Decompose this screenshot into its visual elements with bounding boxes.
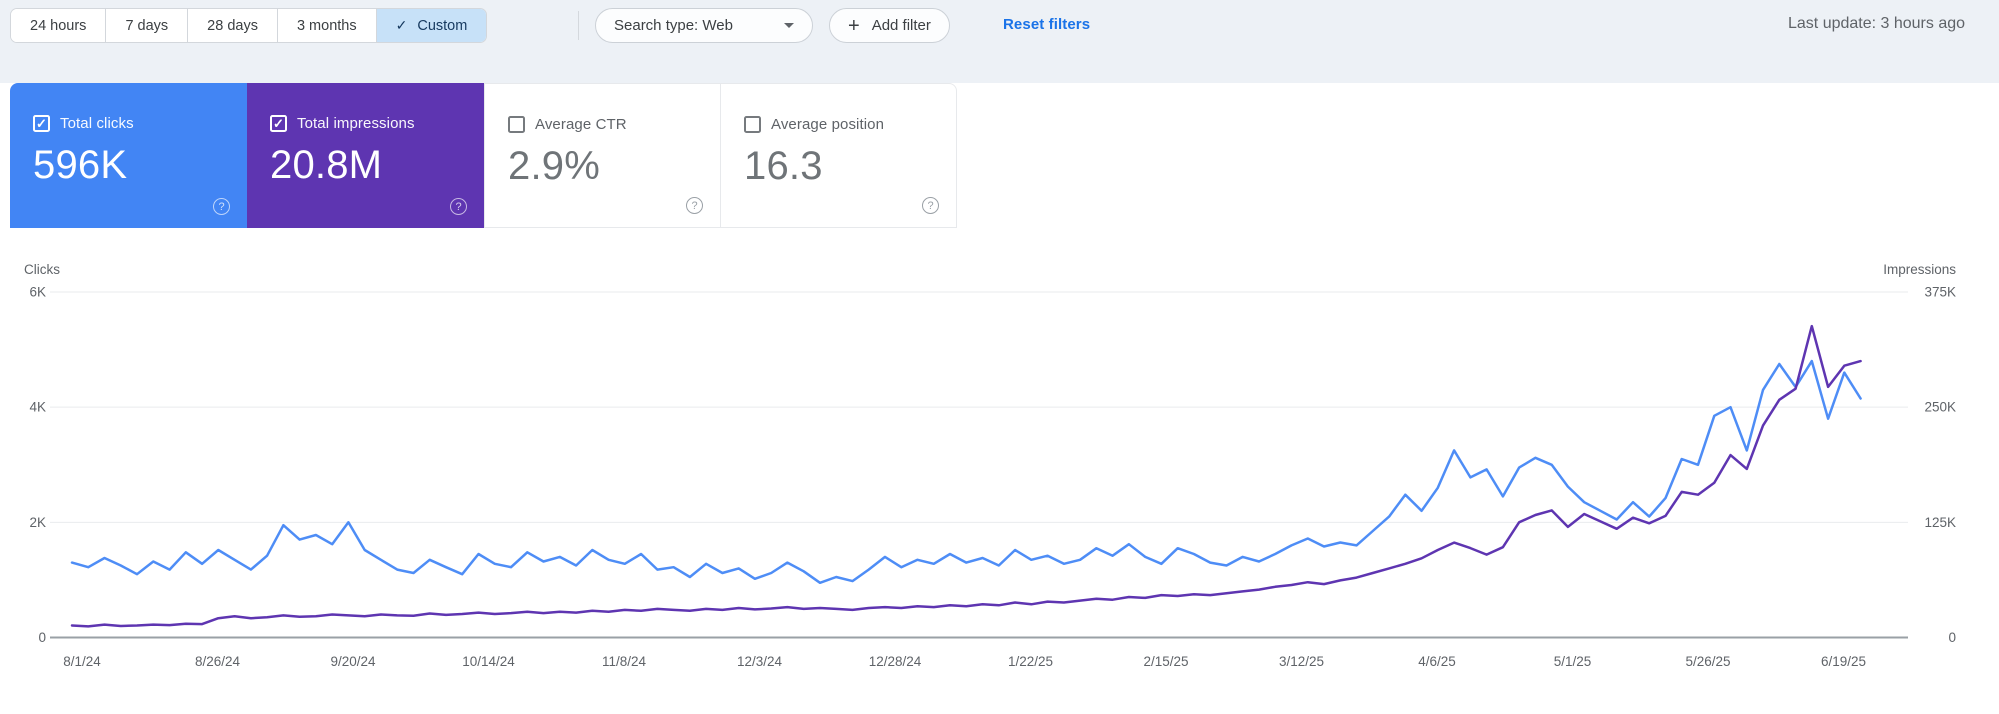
x-axis-tick-label: 1/22/25 bbox=[1008, 654, 1053, 669]
card-header: Total clicks bbox=[33, 115, 134, 132]
total-clicks-line bbox=[70, 359, 1862, 585]
search-type-label: Search type: Web bbox=[614, 17, 733, 34]
date-range-label: 7 days bbox=[125, 17, 169, 34]
total-clicks-checkbox[interactable] bbox=[33, 115, 50, 132]
card-header: Average position bbox=[744, 116, 884, 133]
date-range-selector: 24 hours 7 days 28 days 3 months ✓ Custo… bbox=[10, 8, 488, 43]
date-range-label: 24 hours bbox=[30, 17, 87, 34]
date-range-custom[interactable]: ✓ Custom bbox=[376, 9, 487, 42]
card-header: Total impressions bbox=[270, 115, 415, 132]
total-clicks-card[interactable]: Total clicks 596K bbox=[10, 83, 247, 228]
add-filter-label: Add filter bbox=[871, 17, 931, 34]
reset-filters-link[interactable]: Reset filters bbox=[1003, 16, 1091, 33]
left-axis-tick-label: 0 bbox=[38, 630, 46, 645]
total-clicks-value: 596K bbox=[33, 143, 128, 187]
x-axis-tick-label: 8/1/24 bbox=[63, 654, 101, 669]
date-range-label: Custom bbox=[417, 17, 468, 34]
date-range-label: 28 days bbox=[207, 17, 258, 34]
performance-chart: Clicks Impressions 6K 375K 4K 250K 2K 125K 0 0 8/1… bbox=[0, 230, 1999, 714]
total-impressions-card[interactable]: Total impressions 20.8M bbox=[247, 83, 484, 228]
x-axis-tick-label: 8/26/24 bbox=[195, 654, 241, 669]
date-range-3-months[interactable]: 3 months bbox=[277, 9, 377, 42]
date-range-label: 3 months bbox=[296, 17, 357, 34]
average-ctr-value: 2.9% bbox=[508, 144, 600, 188]
date-range-24-hours[interactable]: 24 hours bbox=[11, 9, 107, 42]
right-axis-tick-label: 375K bbox=[1924, 285, 1956, 300]
average-position-checkbox[interactable] bbox=[744, 116, 761, 133]
date-range-7-days[interactable]: 7 days bbox=[106, 9, 189, 42]
x-axis-tick-label: 12/28/24 bbox=[869, 654, 922, 669]
toolbar-divider bbox=[578, 11, 579, 40]
right-axis-tick-label: 125K bbox=[1924, 515, 1956, 530]
add-filter-button[interactable]: + Add filter bbox=[829, 8, 950, 43]
chevron-down-icon bbox=[784, 23, 794, 28]
metric-cards-row: Total clicks 596K Total impressions 20.8… bbox=[10, 83, 957, 228]
last-update-text: Last update: 3 hours ago bbox=[1788, 15, 1966, 32]
search-type-dropdown[interactable]: Search type: Web bbox=[595, 8, 813, 43]
right-axis-title: Impressions bbox=[1883, 262, 1956, 277]
help-icon[interactable] bbox=[686, 197, 703, 214]
average-position-value: 16.3 bbox=[744, 144, 823, 188]
x-axis-tick-label: 9/20/24 bbox=[330, 654, 376, 669]
total-impressions-line bbox=[70, 324, 1862, 628]
left-axis-title: Clicks bbox=[24, 262, 60, 277]
average-ctr-card[interactable]: Average CTR 2.9% bbox=[484, 83, 721, 228]
left-axis-tick-label: 6K bbox=[29, 285, 46, 300]
right-axis-tick-label: 0 bbox=[1948, 630, 1956, 645]
help-icon[interactable] bbox=[213, 198, 230, 215]
x-axis-tick-label: 10/14/24 bbox=[462, 654, 515, 669]
card-label: Total clicks bbox=[60, 115, 134, 132]
right-axis-tick-label: 250K bbox=[1924, 400, 1956, 415]
total-impressions-checkbox[interactable] bbox=[270, 115, 287, 132]
x-axis-tick-label: 2/15/25 bbox=[1143, 654, 1188, 669]
x-axis-tick-label: 5/26/25 bbox=[1685, 654, 1730, 669]
left-axis-tick-label: 4K bbox=[29, 400, 46, 415]
average-ctr-checkbox[interactable] bbox=[508, 116, 525, 133]
x-axis-tick-label: 5/1/25 bbox=[1554, 654, 1592, 669]
x-axis-tick-label: 4/6/25 bbox=[1418, 654, 1456, 669]
plus-icon: + bbox=[848, 14, 860, 37]
x-axis-tick-label: 6/19/25 bbox=[1821, 654, 1866, 669]
total-impressions-value: 20.8M bbox=[270, 143, 383, 187]
card-label: Total impressions bbox=[297, 115, 415, 132]
card-header: Average CTR bbox=[508, 116, 627, 133]
x-axis-tick-label: 11/8/24 bbox=[602, 654, 647, 669]
help-icon[interactable] bbox=[450, 198, 467, 215]
help-icon[interactable] bbox=[922, 197, 939, 214]
card-label: Average position bbox=[771, 116, 885, 133]
checkmark-icon: ✓ bbox=[395, 17, 408, 33]
average-position-card[interactable]: Average position 16.3 bbox=[720, 83, 957, 228]
clicks-impressions-line-chart: Clicks Impressions 6K 375K 4K 250K 2K 125K 0 0 8/1… bbox=[24, 262, 1956, 669]
left-axis-tick-label: 2K bbox=[29, 515, 46, 530]
x-axis-tick-label: 12/3/24 bbox=[737, 654, 783, 669]
date-range-28-days[interactable]: 28 days bbox=[188, 9, 278, 42]
x-axis-tick-label: 3/12/25 bbox=[1279, 654, 1324, 669]
toolbar: 24 hours 7 days 28 days 3 months ✓ Custo… bbox=[0, 0, 1999, 83]
card-label: Average CTR bbox=[535, 116, 627, 133]
